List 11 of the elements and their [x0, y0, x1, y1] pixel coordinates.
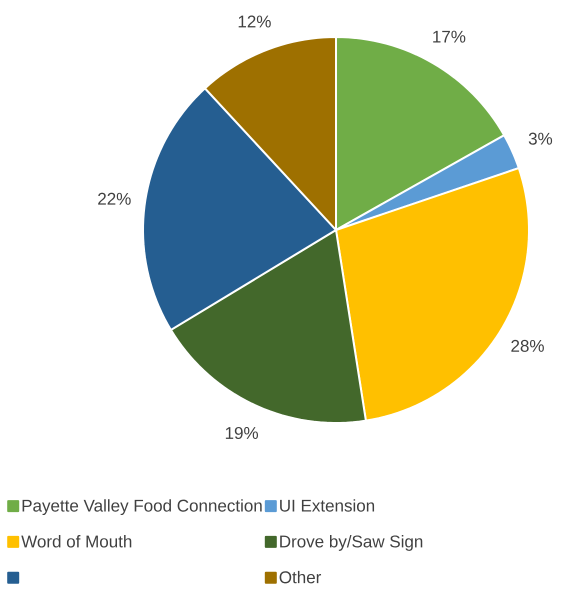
legend-label: Word of Mouth — [21, 535, 132, 548]
data-label: 3% — [528, 132, 552, 145]
data-label: 12% — [238, 16, 271, 28]
legend-label: Other — [280, 570, 322, 584]
data-label: 22% — [98, 192, 131, 205]
data-label: 19% — [226, 426, 258, 440]
legend-label: Payette Valley Food Connection — [22, 499, 262, 516]
legend-label: UI Extension — [280, 499, 374, 512]
data-label: 17% — [433, 30, 466, 43]
legend-label: Drove by/Saw Sign — [280, 535, 422, 551]
data-label: 28% — [511, 340, 544, 352]
